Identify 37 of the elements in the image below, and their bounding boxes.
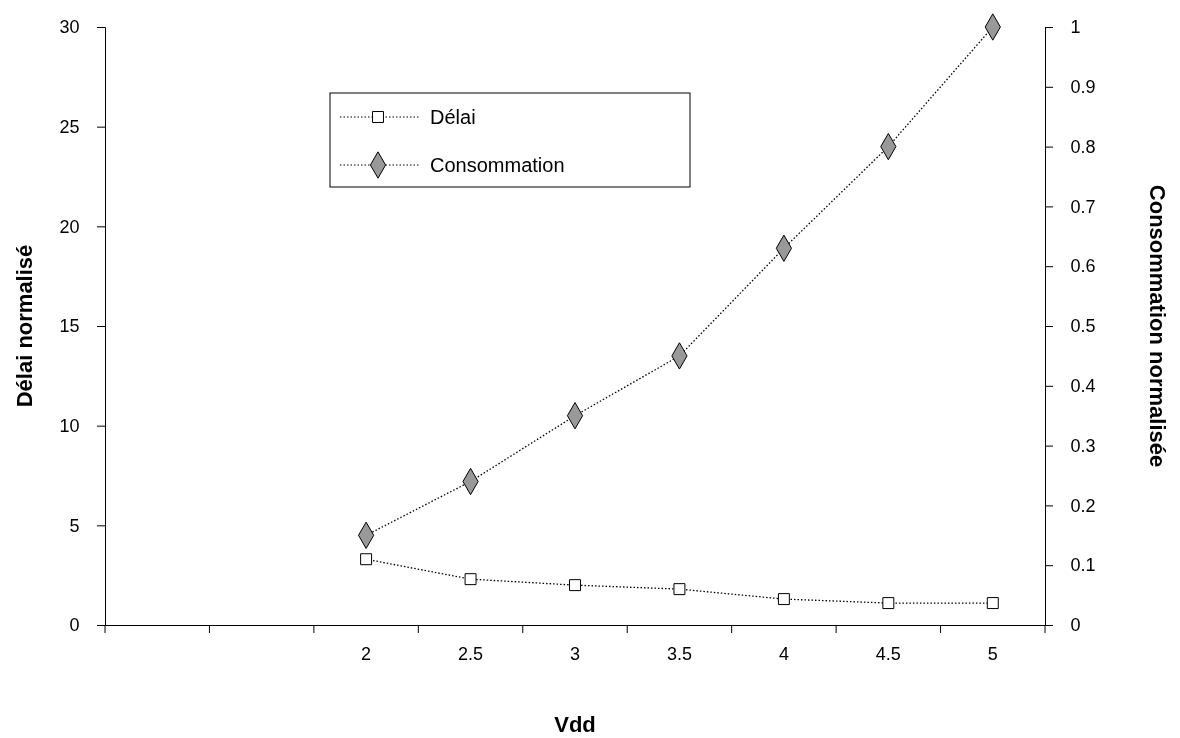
x-tick-label: 2.5 [458,644,484,665]
point [986,597,999,610]
y2-tick-label: 0.7 [1070,196,1096,217]
y-tick-label: 0 [69,615,80,636]
y2-tick-label: 0.4 [1070,376,1096,397]
y2-tick-label: 0.9 [1070,77,1096,98]
x-tick-label: 3 [569,644,581,665]
x-tick-label: 4 [778,644,789,665]
point [464,573,477,586]
legend-label: Consommation [430,154,565,176]
y-tick-label: 30 [59,17,80,38]
y-tick-label: 5 [69,515,80,536]
x-tick-label: 3.5 [666,644,692,665]
point [673,583,686,596]
y-tick-label: 15 [59,316,80,337]
point [777,593,790,606]
y-tick-label: 20 [59,216,80,237]
y2-tick-label: 0.1 [1070,555,1096,576]
y-tick-label: 25 [59,116,80,137]
x-axis-title: Vdd [554,712,596,737]
y2-tick-label: 0.8 [1070,136,1096,157]
x-tick-label: 2 [361,644,372,665]
y2-tick-label: 0.6 [1070,256,1096,277]
y2-axis-title: Consommation normalisée [1145,184,1170,468]
y-tick-label: 10 [59,415,80,436]
y-axis-title: Délai normalisé [12,244,37,408]
point [569,579,581,592]
point [360,553,373,566]
y2-tick-label: 0.5 [1070,316,1096,337]
y2-tick-label: 0 [1070,615,1081,636]
y2-tick-label: 1 [1070,17,1081,38]
y2-tick-label: 0.2 [1070,495,1096,516]
point [882,597,895,610]
legend-label: Délai [430,106,476,128]
x-tick-label: 4.5 [875,644,901,665]
x-tick-label: 5 [987,644,998,665]
y2-tick-label: 0.3 [1070,435,1096,456]
